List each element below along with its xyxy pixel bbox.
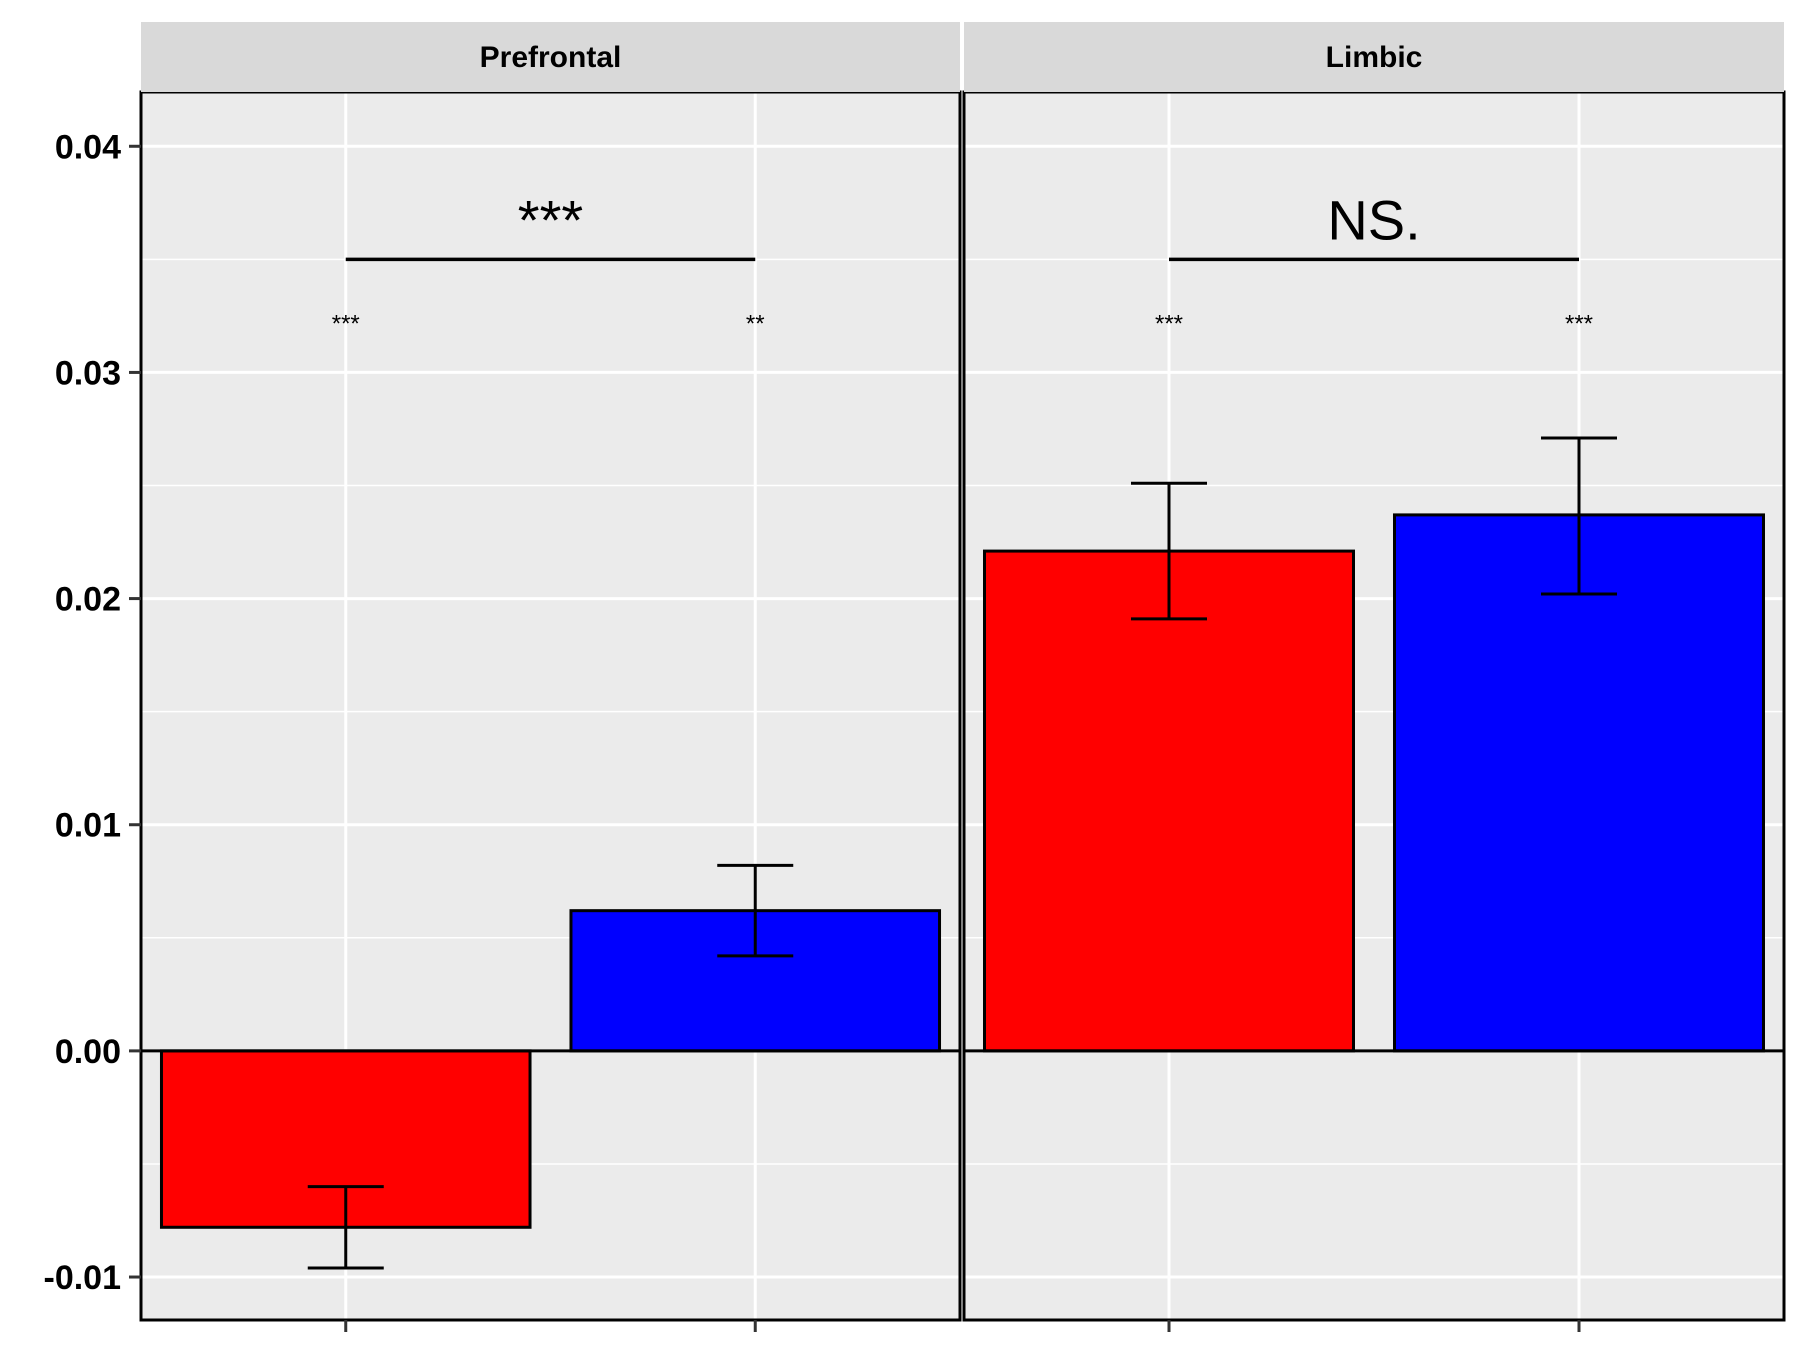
error-bar bbox=[717, 863, 794, 958]
strip-header bbox=[964, 22, 1784, 92]
y-tick-label: 0.04 bbox=[55, 128, 121, 166]
bar-limbic-2 bbox=[1393, 513, 1765, 1053]
error-bar bbox=[1131, 481, 1207, 621]
error-bar bbox=[1541, 436, 1617, 596]
y-tick-label: -0.01 bbox=[44, 1259, 122, 1297]
bar-limbic-1 bbox=[983, 549, 1355, 1053]
bar-significance-label: *** bbox=[1155, 311, 1183, 338]
facet-limbic: *** *** NS. Limbic bbox=[962, 22, 1786, 1332]
strip-label-prefrontal: Prefrontal bbox=[480, 41, 622, 74]
strip-label-limbic: Limbic bbox=[1326, 41, 1423, 74]
strip-header bbox=[141, 22, 960, 92]
y-tick-label: 0.02 bbox=[55, 581, 121, 619]
y-tick-label: 0.00 bbox=[55, 1033, 121, 1071]
comparison-label: NS. bbox=[1327, 188, 1420, 251]
bar-significance-label: *** bbox=[332, 311, 360, 338]
y-tick-label: 0.03 bbox=[55, 354, 121, 392]
error-bar bbox=[307, 1185, 384, 1270]
bar-significance-label: *** bbox=[1565, 311, 1593, 338]
bar-significance-label: ** bbox=[746, 311, 765, 338]
facet-prefrontal: *** *****Prefrontal bbox=[139, 22, 962, 1332]
y-tick-label: 0.01 bbox=[55, 807, 121, 845]
y-axis: 0.04 0.03 0.02 0.01 0.00 -0.01 bbox=[44, 128, 141, 1297]
comparison-label: *** bbox=[518, 188, 583, 251]
